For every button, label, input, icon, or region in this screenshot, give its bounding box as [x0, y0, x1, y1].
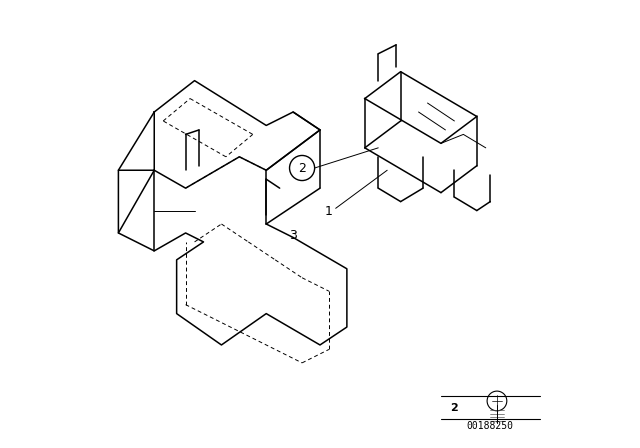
Text: 00188250: 00188250 [467, 422, 514, 431]
Text: 2: 2 [450, 403, 458, 413]
Text: 3: 3 [289, 228, 297, 242]
Text: 1: 1 [325, 205, 333, 219]
Text: 2: 2 [298, 161, 306, 175]
